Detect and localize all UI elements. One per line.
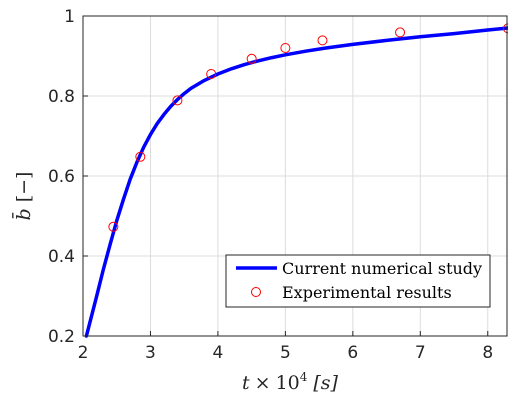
x-tick-label: 5 <box>280 343 291 363</box>
x-tick-label: 6 <box>347 343 358 363</box>
series-line-numerical <box>84 26 508 338</box>
experimental-point <box>395 27 406 38</box>
y-axis-label-unit: [−] <box>13 172 35 203</box>
series-layer <box>84 23 508 338</box>
y-tick-label: 0.8 <box>48 87 75 107</box>
legend-box <box>225 254 491 308</box>
x-tick-label: 3 <box>145 343 156 363</box>
legend-label-experimental: Experimental results <box>282 283 452 302</box>
y-axis-label: b̄ [−] <box>11 172 35 221</box>
y-tick-label: 0.2 <box>48 327 75 347</box>
svg-text:b̄[−]: b̄ [−] <box>11 172 35 221</box>
x-axis-label-unit: [s] <box>313 372 338 394</box>
x-tick-label: 7 <box>415 343 426 363</box>
x-axis-label-base: 10 <box>276 372 300 394</box>
x-tick-label: 2 <box>78 343 89 363</box>
legend-marker-swatch <box>251 287 261 297</box>
experimental-point <box>246 53 257 64</box>
experimental-point <box>503 23 508 34</box>
x-tick-label: 8 <box>482 343 493 363</box>
legend: Current numerical study Experimental res… <box>225 254 491 308</box>
experimental-point <box>206 69 217 79</box>
experimental-point <box>108 221 119 232</box>
x-axis-label-var: t <box>242 372 250 394</box>
experimental-point <box>280 43 291 53</box>
svg-text:t×104[s]: t × 104 [s] <box>242 370 339 394</box>
y-axis-label-var: b̄ <box>11 208 35 220</box>
x-axis-label-exponent: 4 <box>300 370 308 384</box>
experimental-point <box>317 35 328 46</box>
ticks: 2 3 4 5 6 7 8 0.2 0.4 0.6 0.8 1 <box>48 7 493 363</box>
experimental-point <box>135 151 146 162</box>
y-tick-label: 1 <box>64 7 75 27</box>
experimental-point <box>172 95 183 106</box>
y-tick-label: 0.4 <box>48 247 75 267</box>
x-axis-label-times: × <box>255 372 271 394</box>
x-axis-label: t × 104 [s] <box>242 370 339 394</box>
y-tick-label: 0.6 <box>48 167 75 187</box>
x-tick-label: 4 <box>213 343 224 363</box>
legend-label-numerical: Current numerical study <box>282 259 482 278</box>
